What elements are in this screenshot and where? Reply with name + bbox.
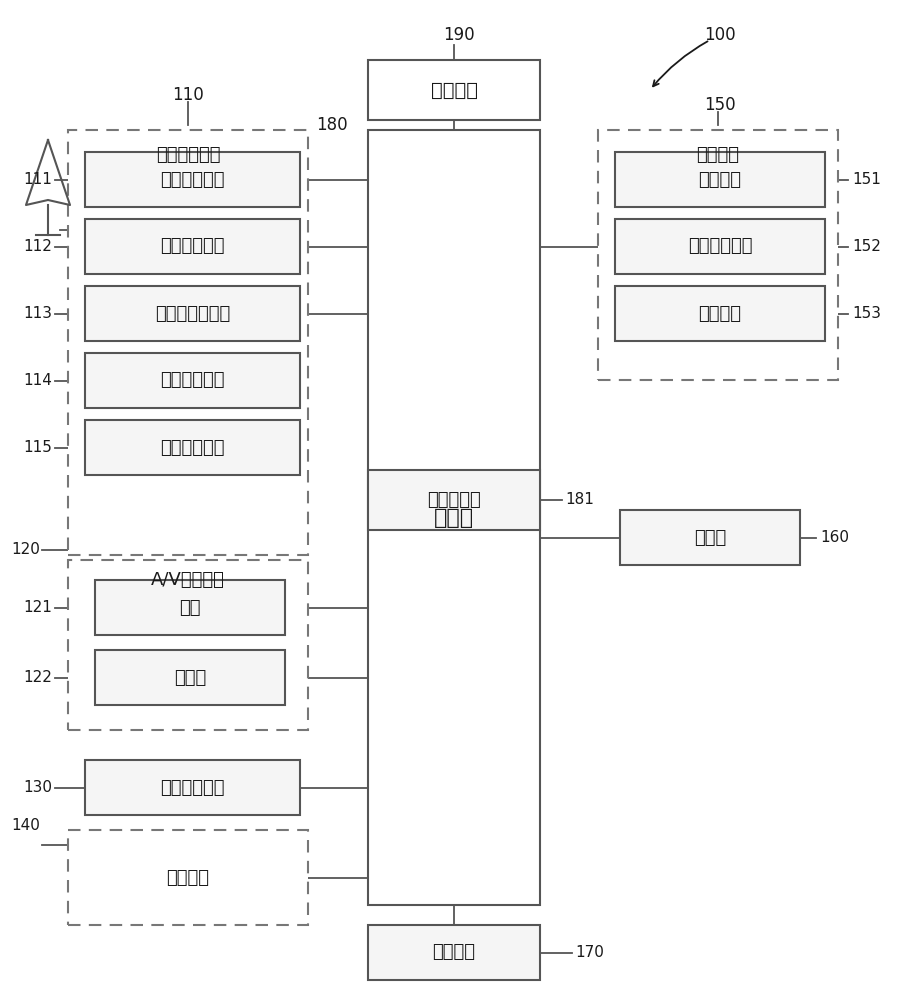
Text: 110: 110: [172, 86, 204, 104]
Text: 接口单元: 接口单元: [433, 944, 476, 962]
Text: 152: 152: [852, 239, 881, 254]
Bar: [85, 152, 300, 207]
Bar: [95, 650, 285, 705]
Text: 111: 111: [23, 172, 52, 187]
Text: 显示单元: 显示单元: [698, 170, 741, 188]
Text: 照相: 照相: [179, 598, 200, 616]
Bar: [368, 470, 540, 530]
Bar: [368, 925, 540, 980]
Text: 181: 181: [565, 492, 594, 508]
Bar: [615, 286, 825, 341]
Bar: [95, 580, 285, 635]
Text: 麦克风: 麦克风: [174, 668, 206, 686]
Bar: [598, 130, 838, 380]
Text: 控制器: 控制器: [434, 508, 474, 528]
Text: 用户输入单元: 用户输入单元: [160, 778, 225, 796]
Text: 151: 151: [852, 172, 881, 187]
Text: 无线通信单元: 无线通信单元: [156, 146, 221, 164]
Text: 无线互联网模块: 无线互联网模块: [155, 304, 231, 322]
Text: A/V输入单元: A/V输入单元: [151, 571, 225, 589]
Bar: [68, 560, 308, 730]
Text: 153: 153: [852, 306, 881, 321]
Text: 130: 130: [23, 780, 52, 795]
Text: 122: 122: [23, 670, 52, 685]
Text: 180: 180: [317, 116, 348, 134]
Text: 音频输出模块: 音频输出模块: [688, 237, 752, 255]
Text: 170: 170: [575, 945, 604, 960]
Text: 感测单元: 感测单元: [167, 868, 210, 886]
Bar: [620, 510, 800, 565]
Bar: [615, 219, 825, 274]
Text: 121: 121: [23, 600, 52, 615]
Bar: [615, 152, 825, 207]
Bar: [68, 130, 308, 555]
Text: 广播接收模块: 广播接收模块: [160, 170, 225, 188]
Text: 移动通信模块: 移动通信模块: [160, 237, 225, 255]
Text: 100: 100: [705, 26, 736, 44]
Bar: [368, 130, 540, 905]
Text: 警报单元: 警报单元: [698, 304, 741, 322]
Text: 输出单元: 输出单元: [696, 146, 739, 164]
Text: 多媒体模块: 多媒体模块: [427, 491, 481, 509]
Bar: [85, 219, 300, 274]
Text: 115: 115: [23, 440, 52, 455]
Text: 150: 150: [705, 96, 736, 114]
Text: 位置信息模块: 位置信息模块: [160, 438, 225, 456]
Bar: [85, 286, 300, 341]
Text: 140: 140: [11, 818, 40, 832]
Bar: [85, 353, 300, 408]
Text: 存储器: 存储器: [694, 528, 727, 546]
Bar: [85, 760, 300, 815]
Text: 190: 190: [443, 26, 475, 44]
Text: 114: 114: [23, 373, 52, 388]
Bar: [68, 830, 308, 925]
Text: 160: 160: [820, 530, 849, 545]
Text: 电源单元: 电源单元: [430, 81, 478, 100]
Text: 短程通信模块: 短程通信模块: [160, 371, 225, 389]
Text: 120: 120: [11, 542, 40, 558]
Bar: [85, 420, 300, 475]
Text: 113: 113: [23, 306, 52, 321]
Text: 112: 112: [23, 239, 52, 254]
Bar: [368, 60, 540, 120]
